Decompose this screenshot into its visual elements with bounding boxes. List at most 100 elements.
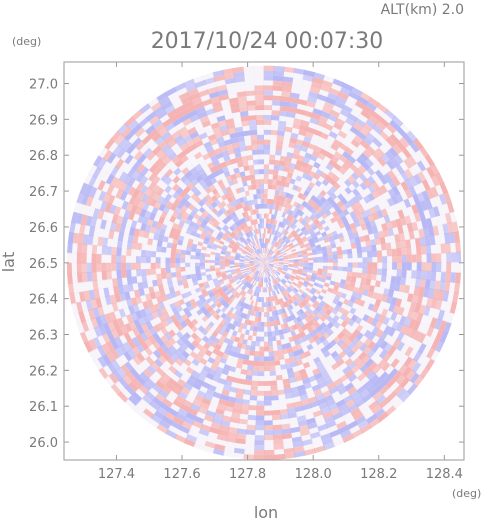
- heatmap-cell: [372, 250, 377, 257]
- heatmap-cell: [175, 263, 180, 268]
- heatmap-cell: [397, 255, 402, 263]
- heatmap-cell: [111, 271, 117, 280]
- y-tick-label: 26.6: [29, 221, 58, 236]
- heatmap-cell: [391, 276, 397, 284]
- heatmap-cell: [270, 125, 278, 131]
- heatmap-cell: [253, 366, 259, 371]
- plot-area: [64, 62, 464, 460]
- heatmap-cell: [263, 135, 270, 140]
- heatmap-cell: [273, 66, 284, 72]
- heatmap-cell: [417, 262, 422, 271]
- heatmap-cell: [261, 204, 264, 209]
- heatmap-cell: [246, 95, 256, 101]
- heatmap-cell: [264, 381, 271, 386]
- heatmap-cell: [91, 254, 96, 264]
- heatmap-cell: [264, 346, 269, 351]
- heatmap-cell: [251, 385, 258, 390]
- heatmap-cell: [264, 410, 273, 415]
- heatmap-cell: [273, 71, 284, 77]
- heatmap-cell: [272, 179, 277, 184]
- heatmap-cell: [278, 121, 286, 127]
- heatmap-cell: [253, 71, 264, 76]
- heatmap-cell: [160, 257, 165, 263]
- heatmap-cell: [190, 259, 195, 263]
- y-tick-label: 26.2: [29, 364, 58, 379]
- heatmap-cell: [362, 268, 367, 274]
- heatmap-cell: [270, 376, 277, 381]
- heatmap-cell: [333, 263, 338, 267]
- heatmap-cell: [136, 249, 141, 256]
- heatmap-cell: [254, 445, 265, 450]
- heatmap-cell: [406, 270, 412, 279]
- heatmap-cell: [254, 169, 260, 174]
- x-tick-label: 128.4: [426, 467, 463, 482]
- heatmap-cell: [262, 292, 264, 297]
- heatmap-cell: [422, 262, 427, 271]
- heatmap-cell: [270, 135, 277, 140]
- heatmap-cell: [271, 395, 279, 401]
- heatmap-cell: [131, 256, 136, 263]
- heatmap-cell: [264, 450, 275, 455]
- heatmap-cell: [338, 262, 343, 266]
- heatmap-cell: [381, 275, 387, 282]
- heatmap-cell: [407, 254, 412, 262]
- heatmap-cell: [376, 274, 382, 281]
- heatmap-cell: [367, 251, 372, 257]
- heatmap-cell: [190, 263, 195, 267]
- heatmap-cell: [258, 381, 265, 386]
- heatmap-cell: [259, 307, 262, 312]
- heatmap-cell: [258, 149, 264, 154]
- heatmap-cell: [269, 361, 275, 366]
- heatmap-cell: [397, 262, 402, 270]
- heatmap-cell: [171, 248, 177, 254]
- heatmap-cell: [269, 159, 275, 164]
- heatmap-cell: [244, 444, 255, 450]
- heatmap-cell: [225, 261, 230, 263]
- heatmap-cell: [126, 270, 132, 278]
- heatmap-cell: [402, 262, 407, 270]
- heatmap-cell: [361, 273, 367, 279]
- heatmap-cell: [250, 135, 257, 140]
- x-unit-label: (deg): [452, 487, 481, 500]
- heatmap-cell: [127, 241, 133, 249]
- heatmap-cell: [259, 351, 264, 356]
- heatmap-cell: [421, 245, 427, 254]
- heatmap-cell: [132, 276, 138, 284]
- heatmap-cell: [263, 75, 274, 80]
- heatmap-cell: [92, 245, 98, 255]
- heatmap-cell: [229, 261, 234, 263]
- heatmap-cell: [264, 396, 272, 401]
- heatmap-cell: [252, 336, 257, 341]
- heatmap-cell: [161, 268, 166, 274]
- heatmap-cell: [92, 272, 98, 282]
- heatmap-cell: [258, 159, 264, 164]
- heatmap-cell: [249, 400, 257, 406]
- heatmap-cell: [273, 429, 283, 435]
- heatmap-cell: [261, 312, 264, 317]
- heatmap-cell: [259, 169, 264, 174]
- heatmap-cell: [272, 410, 281, 416]
- heatmap-cell: [263, 120, 271, 125]
- heatmap-cell: [252, 150, 259, 155]
- heatmap-cell: [371, 274, 377, 281]
- heatmap-cell: [264, 159, 270, 164]
- heatmap-cell: [146, 257, 151, 264]
- heatmap-cell: [255, 110, 264, 115]
- heatmap-cell: [271, 110, 280, 116]
- heatmap-cell: [268, 184, 273, 189]
- heatmap-cell: [151, 251, 156, 258]
- heatmap-cell: [156, 251, 161, 257]
- heatmap-cell: [253, 361, 259, 366]
- heatmap-cell: [260, 332, 264, 337]
- heatmap-cell: [244, 76, 255, 82]
- heatmap-cell: [257, 391, 265, 396]
- heatmap-cell: [441, 262, 446, 272]
- heatmap-cell: [377, 256, 382, 263]
- heatmap-cell: [72, 273, 78, 284]
- heatmap-cell: [357, 267, 362, 273]
- heatmap-cell: [391, 241, 397, 249]
- heatmap-cell: [255, 420, 264, 425]
- heatmap-cell: [255, 100, 264, 105]
- heatmap-cell: [116, 255, 121, 263]
